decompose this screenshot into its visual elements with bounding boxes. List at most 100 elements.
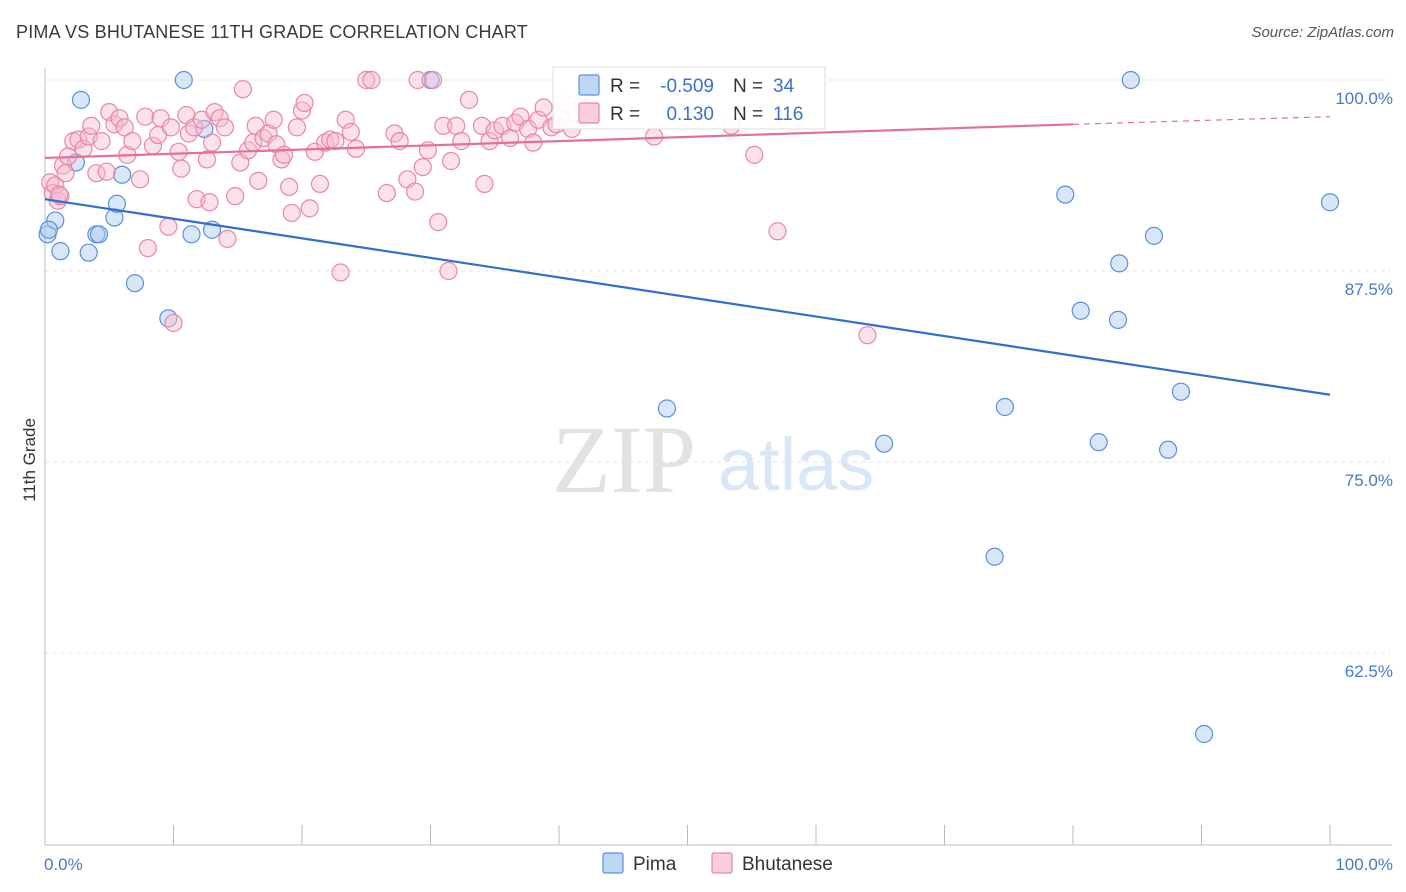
bhutanese-point [215,118,234,137]
bhutanese-point [41,173,60,192]
x-tick-label: 0.0% [44,855,83,874]
bhutanese-point [233,80,252,99]
x-tick-labels: 0.0% 100.0% [44,855,1393,874]
y-tick-label: 100.0% [1335,89,1393,108]
pima-point [71,90,91,109]
bhutanese-trend-extension [1072,116,1331,125]
bhutanese-point [362,70,381,90]
trend-lines [44,116,1331,396]
bhutanese-point [423,70,443,90]
bhutanese-point [408,70,427,90]
bhutanese-point [405,182,425,201]
pima-r-value: -0.509 [660,76,714,97]
bhutanese-point [115,118,134,137]
bhutanese-point [459,90,479,109]
pima-point [657,399,677,418]
pima-point [1108,310,1128,329]
bhutanese-point [644,127,664,146]
bhutanese-point [56,164,75,183]
bhutanese-point [377,183,396,203]
bhutanese-point [161,118,181,137]
bhutanese-point [480,132,499,151]
bhutanese-point [82,116,101,135]
bhutanese-r-label: R = [610,104,640,125]
y-tick-labels: 100.0% 87.5% 75.0% 62.5% [1335,89,1393,681]
bhutanese-point [123,132,142,151]
pima-point [985,547,1004,566]
pima-point [1194,724,1214,744]
bhutanese-point [280,177,299,197]
pima-point [1110,254,1129,273]
pima-point [51,242,70,261]
bhutanese-series [41,70,877,345]
bhutanese-legend-swatch [578,102,600,124]
bhutanese-trend-line [44,123,1074,160]
bhutanese-point [475,174,494,194]
bhutanese-point [172,159,191,178]
bhutanese-point [151,109,170,128]
bhutanese-point [184,118,204,137]
bhutanese-point [282,203,301,223]
pima-n-value: 34 [773,76,795,97]
bhutanese-point [300,199,319,218]
bhutanese-bottom-label: Bhutanese [742,854,833,875]
pima-point [875,434,894,453]
bhutanese-point [519,119,538,138]
bhutanese-point [169,142,188,161]
bhutanese-point [745,145,764,164]
axes [44,68,1392,846]
bhutanese-point [305,142,324,161]
pima-point [112,165,132,184]
pima-legend-swatch [578,74,600,96]
pima-point [1121,70,1140,90]
pima-point [107,194,127,213]
bhutanese-point [130,170,150,189]
bhutanese-point [69,130,88,149]
x-tick-label: 100.0% [1335,855,1393,874]
bhutanese-point [295,93,314,113]
bhutanese-point [413,157,432,177]
pima-point [174,70,193,90]
bhutanese-bottom-swatch [711,852,733,874]
pima-point [995,397,1014,417]
bhutanese-point [200,193,219,212]
bhutanese-point [226,187,245,206]
pima-series [38,70,1340,744]
pima-point [46,211,65,230]
bhutanese-point [357,70,376,90]
pima-point [39,220,58,239]
pima-point [89,225,109,244]
bhutanese-point [92,132,111,151]
pima-point [1320,193,1340,212]
bhutanese-point [447,116,466,135]
pima-point [1071,301,1090,320]
bhutanese-point [50,185,69,204]
chart-title: PIMA VS BHUTANESE 11TH GRADE CORRELATION… [16,22,528,42]
pima-point [182,225,201,244]
bhutanese-n-value: 116 [773,104,803,125]
bhutanese-point [441,151,461,171]
bhutanese-r-value: 0.130 [666,104,714,125]
bhutanese-point [159,217,178,236]
watermark: ZIP atlas [552,406,874,513]
legend: R = -0.509 N = 34 R = 0.130 N = 116 [552,66,826,130]
pima-point [1158,440,1178,459]
bhutanese-point [138,238,157,258]
bhutanese-point [136,107,155,126]
watermark-atlas: atlas [718,423,874,506]
pima-point [125,274,145,293]
y-tick-label: 87.5% [1345,280,1393,299]
pima-point [1056,185,1075,204]
bhutanese-point [218,229,237,249]
pima-trend-line [44,198,1331,396]
bhutanese-point [197,150,217,169]
bhutanese-point [164,313,183,333]
bhutanese-point [310,174,330,194]
bhutanese-point [326,132,345,151]
bhutanese-n-label: N = [733,104,763,125]
source-label: Source: ZipAtlas.com [1251,24,1394,41]
pima-point [79,243,98,262]
bhutanese-point [264,110,283,129]
bhutanese-point [452,132,471,151]
